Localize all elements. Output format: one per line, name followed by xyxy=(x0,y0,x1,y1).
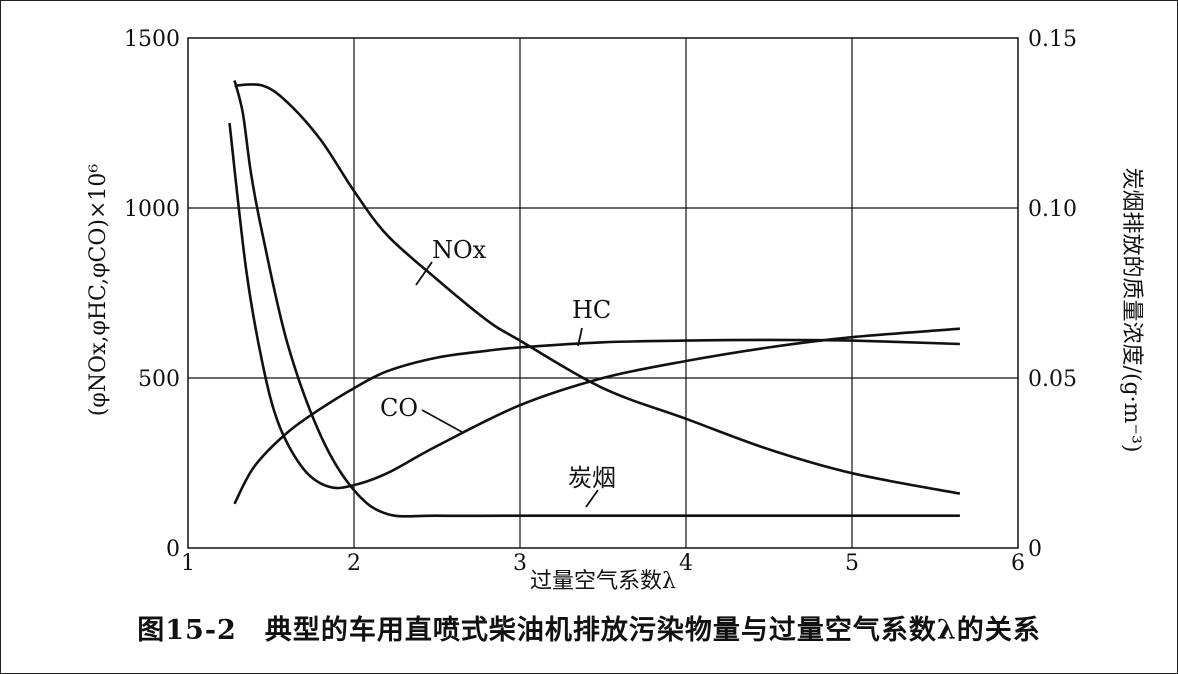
y-left-tick-label: 0 xyxy=(166,537,180,562)
series-line xyxy=(228,122,961,490)
series-lines xyxy=(228,80,961,518)
y-left-tick-label: 1000 xyxy=(124,197,180,222)
y-right-tick-label: 0.05 xyxy=(1028,367,1077,392)
series-line xyxy=(233,338,960,505)
x-tick-label: 4 xyxy=(679,551,693,576)
annotation-leader xyxy=(421,409,463,433)
figure-caption: 图15-2 典型的车用直喷式柴油机排放污染物量与过量空气系数λ的关系 xyxy=(137,615,1041,646)
annotation-leader xyxy=(585,489,599,508)
annotation-leader xyxy=(415,261,433,286)
y-right-tick-label: 0.15 xyxy=(1028,27,1077,52)
plot-border xyxy=(187,37,1019,549)
y-right-tick-label: 0 xyxy=(1028,537,1042,562)
grid xyxy=(188,38,1018,548)
series-line xyxy=(234,83,961,495)
x-tick-label: 2 xyxy=(347,551,361,576)
annotation-label: NOx xyxy=(432,236,487,264)
y-left-tick-label: 1500 xyxy=(124,27,180,52)
annotation-label: HC xyxy=(572,296,611,324)
y-left-tick-label: 500 xyxy=(138,367,180,392)
x-tick-label: 5 xyxy=(845,551,859,576)
y-axis-left-label: (φNOx,φHC,φCO)×10⁶ xyxy=(86,164,111,417)
x-tick-label: 3 xyxy=(513,551,527,576)
series-annotations: NOx HC CO 炭烟 xyxy=(380,236,616,508)
y-axis-right-label: 炭烟排放的质量浓度/(g·m⁻³) xyxy=(1119,168,1144,453)
x-tick-label: 1 xyxy=(181,551,195,576)
x-tick-label: 6 xyxy=(1011,551,1025,576)
annotation-label: CO xyxy=(380,394,418,422)
annotation-leader xyxy=(577,327,583,347)
annotation-label: 炭烟 xyxy=(568,464,616,492)
series-line xyxy=(233,80,960,518)
x-axis-label: 过量空气系数λ xyxy=(530,569,676,594)
y-right-tick-label: 0.10 xyxy=(1028,197,1077,222)
